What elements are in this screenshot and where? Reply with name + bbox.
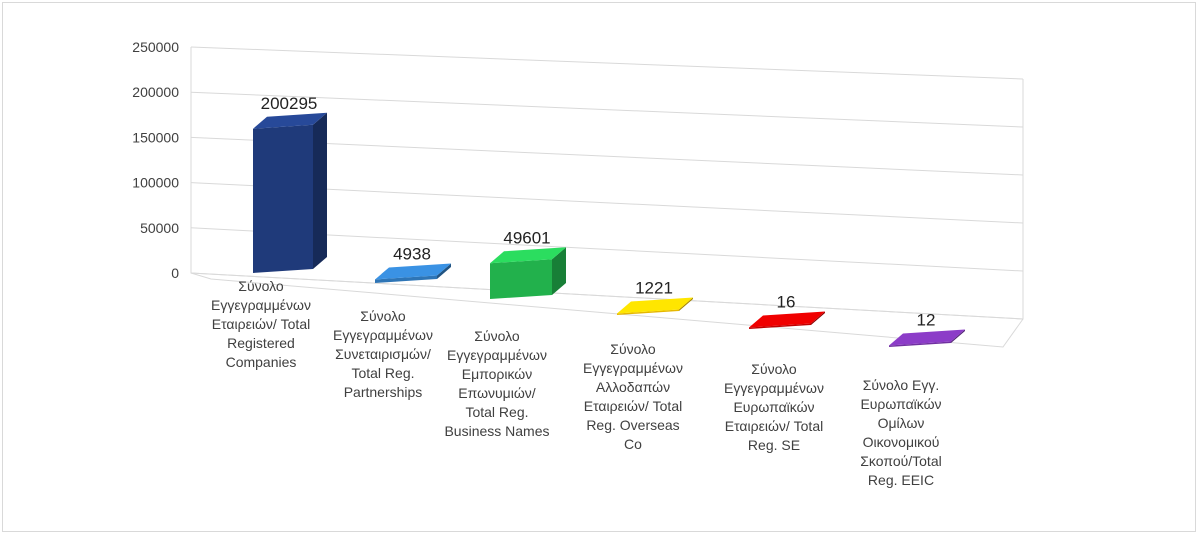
category-label-line: Reg. Overseas <box>586 417 679 433</box>
category-label-line: Συνεταιρισμών/ <box>335 346 431 362</box>
gridline <box>190 272 1024 320</box>
bar-top-face <box>749 311 825 328</box>
bar <box>617 297 693 315</box>
category-label-line: Business Names <box>444 423 549 439</box>
y-tick-label: 250000 <box>132 39 179 55</box>
category-label-line: Ομίλων <box>878 415 925 431</box>
category-label: Σύνολο Εγγ. Ευρωπαϊκών Ομίλων Οικονομικού Σκ… <box>860 377 941 488</box>
data-label: 200295 <box>261 94 318 113</box>
category-label-line: Total Reg. <box>465 404 528 420</box>
bar <box>749 311 825 329</box>
bar <box>375 263 451 283</box>
category-label: Σύνολο Εγγεγραμμένων Εμπορικών Επωνυμιών/To… <box>444 328 549 439</box>
gridline <box>190 136 1024 176</box>
category-label-line: Εγγεγραμμένων <box>724 380 824 396</box>
category-label-line: Reg. SE <box>748 437 800 453</box>
category-label: Σύνολο Εγγεγραμμένων Αλλοδαπών Εταιρειών/ T… <box>583 341 683 452</box>
data-label: 49601 <box>503 228 550 247</box>
bar <box>253 112 327 273</box>
category-label-line: Ευρωπαϊκών <box>860 396 941 412</box>
category-label-line: Σύνολο <box>238 278 284 294</box>
category-label-line: Εγγεγραμμένων <box>583 360 683 376</box>
y-axis-ticks: 0 50000 100000 150000 200000 250000 <box>132 39 179 281</box>
bar-top-face <box>375 263 451 280</box>
floor-outline <box>190 272 1024 348</box>
category-label-line: Σκοπού/Total <box>860 453 941 469</box>
category-label-line: Οικονομικού <box>863 434 940 450</box>
data-label: 12 <box>917 311 936 330</box>
bar-side-face <box>811 311 825 325</box>
y-tick-label: 200000 <box>132 84 179 100</box>
y-tick-label: 100000 <box>132 175 179 191</box>
category-label: Σύνολο Εγγεγραμμένων Εταιρειών/ Total Regis… <box>211 278 311 370</box>
category-label-line: Σύνολο <box>474 328 520 344</box>
category-label-line: Εταιρειών/ Total <box>584 398 682 414</box>
bar-side-face <box>437 263 451 279</box>
category-label-line: Εμπορικών <box>462 366 533 382</box>
bar-chart-3d: 0 50000 100000 150000 200000 250000 200295 493… <box>132 39 1024 488</box>
data-label: 1221 <box>635 279 673 298</box>
bar-top-face <box>490 247 566 264</box>
bar-front-face <box>617 309 679 315</box>
category-label-line: Αλλοδαπών <box>596 379 670 395</box>
bar-front-face <box>490 259 552 299</box>
category-label-line: Total Reg. <box>351 365 414 381</box>
y-tick-label: 0 <box>171 265 179 281</box>
category-label-line: Εταιρειών/ Total <box>725 418 823 434</box>
bar-top-face <box>889 329 965 346</box>
gridline <box>190 182 1024 224</box>
bar-side-face <box>313 112 327 269</box>
bar-top-face <box>253 112 327 129</box>
category-label: Σύνολο Εγγεγραμμένων Ευρωπαϊκών Εταιρειών/ … <box>724 361 824 453</box>
y-tick-label: 150000 <box>132 129 179 145</box>
category-label-line: Σύνολο <box>751 361 797 377</box>
category-label-line: Reg. EEIC <box>868 472 934 488</box>
category-label-line: Σύνολο Εγγ. <box>863 377 940 393</box>
category-label: Σύνολο Εγγεγραμμένων Συνεταιρισμών/Total R… <box>333 308 433 400</box>
bar-front-face <box>749 323 811 329</box>
bar-side-face <box>679 297 693 311</box>
gridlines <box>190 46 1024 348</box>
data-labels: 200295 4938 49601 1221 16 12 <box>261 94 936 330</box>
category-label-line: Εγγεγραμμένων <box>333 327 433 343</box>
bar <box>490 247 566 299</box>
bar <box>889 329 965 347</box>
category-label-line: Companies <box>226 354 297 370</box>
bar-side-face <box>552 247 566 295</box>
gridline <box>190 227 1024 272</box>
category-label-line: Registered <box>227 335 295 351</box>
bar-front-face <box>253 124 313 273</box>
bars <box>253 112 965 347</box>
category-label-line: Partnerships <box>344 384 423 400</box>
category-label-line: Σύνολο <box>360 308 406 324</box>
category-label-line: Εγγεγραμμένων <box>211 297 311 313</box>
bar-front-face <box>375 275 437 283</box>
y-tick-label: 50000 <box>140 220 179 236</box>
category-label-line: Εγγεγραμμένων <box>447 347 547 363</box>
category-labels: Σύνολο Εγγεγραμμένων Εταιρειών/ Total Regis… <box>211 278 942 488</box>
bar-side-face <box>951 329 965 343</box>
bar-top-face <box>617 297 693 314</box>
category-label-line: Ευρωπαϊκών <box>733 399 814 415</box>
gridline <box>190 46 1024 80</box>
data-label: 4938 <box>393 244 431 263</box>
category-label-line: Εταιρειών/ Total <box>212 316 310 332</box>
category-label-line: Σύνολο <box>610 341 656 357</box>
data-label: 16 <box>777 293 796 312</box>
bar-front-face <box>889 341 951 347</box>
gridline <box>190 91 1024 128</box>
category-label-line: Επωνυμιών/ <box>458 385 535 401</box>
category-label-line: Co <box>624 436 642 452</box>
